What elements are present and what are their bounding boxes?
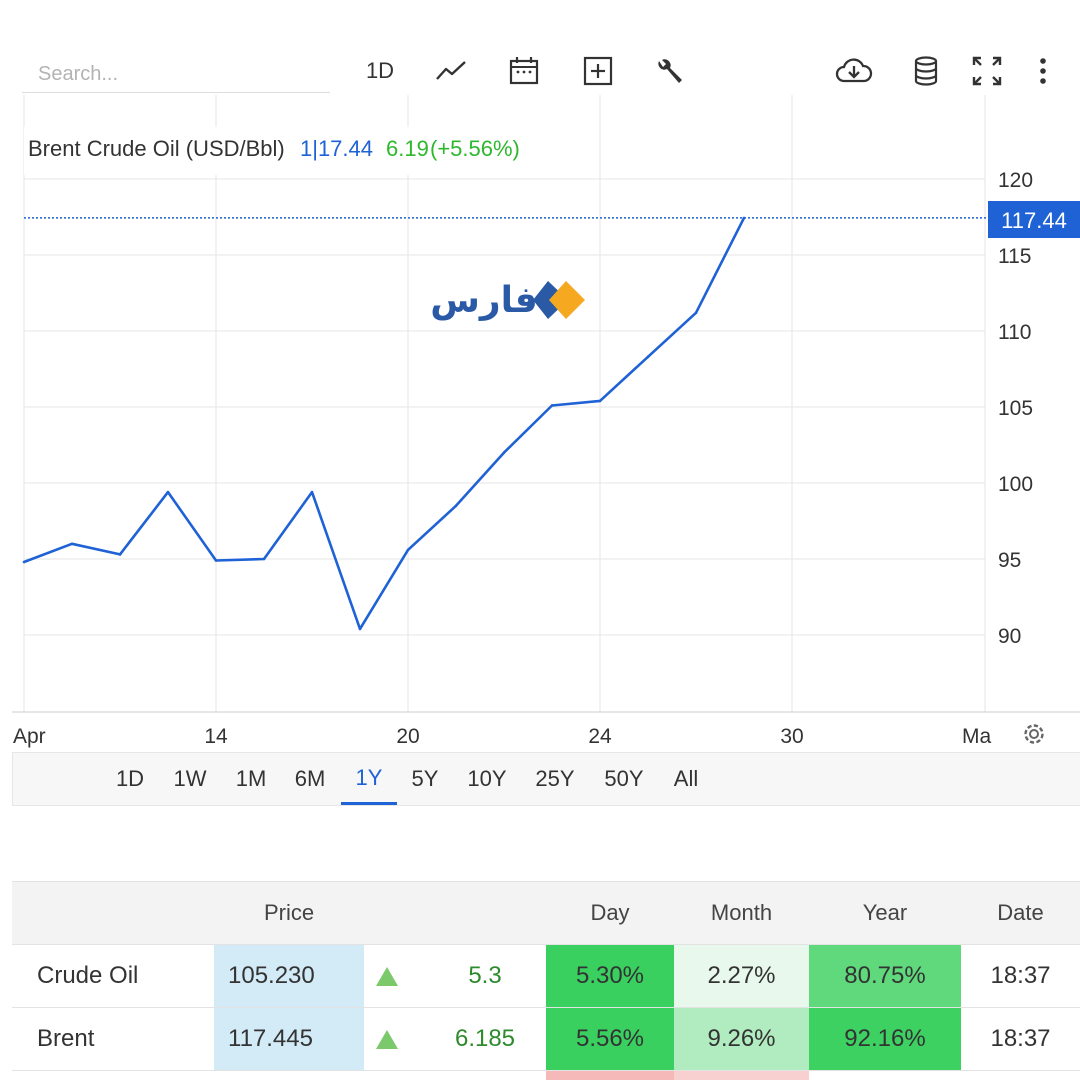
- col-price: Price: [214, 881, 364, 945]
- range-tab-50y[interactable]: 50Y: [604, 766, 644, 791]
- partial-row-cell: [546, 1071, 674, 1080]
- table-row[interactable]: Brent 117.445 6.185 5.56% 9.26% 92.16% 18:37: [12, 1007, 1080, 1071]
- data-point[interactable]: [70, 542, 74, 546]
- search-input[interactable]: [22, 56, 330, 92]
- col-change: [424, 881, 546, 945]
- commodities-table: Price Day Month Year Date Crude Oil 105.2…: [12, 881, 1080, 1071]
- change-cell: 5.3: [424, 944, 546, 1008]
- range-tab-6m[interactable]: 6M: [294, 766, 326, 791]
- chart-title: Brent Crude Oil (USD/Bbl): [28, 136, 285, 161]
- change-absolute: 6.19: [386, 136, 429, 161]
- table-row[interactable]: Crude Oil 105.230 5.3 5.30% 2.27% 80.75% 18:37: [12, 944, 1080, 1008]
- interval-label: 1D: [365, 58, 395, 83]
- legend-background: [24, 127, 549, 175]
- fullscreen-icon[interactable]: [968, 52, 1006, 90]
- day-change-cell: 5.56%: [546, 1007, 674, 1071]
- y-tick-label: 120: [998, 169, 1033, 192]
- partial-row-cell: [674, 1071, 809, 1080]
- month-change-cell: 9.26%: [674, 1007, 809, 1071]
- data-point[interactable]: [598, 399, 602, 403]
- x-tick-label: Apr: [13, 725, 46, 748]
- range-tab-all[interactable]: All: [673, 766, 699, 791]
- y-tick-label: 115: [998, 245, 1031, 268]
- x-tick-label: 24: [588, 725, 612, 748]
- instrument-name[interactable]: Crude Oil: [12, 944, 214, 1008]
- search-box[interactable]: [22, 56, 330, 93]
- x-tick-label: Ma: [962, 725, 991, 748]
- price-cell: 117.445: [214, 1007, 364, 1071]
- data-point[interactable]: [454, 504, 458, 508]
- data-point[interactable]: [646, 355, 650, 359]
- price-tag-text: 117.44: [1001, 208, 1067, 233]
- range-tab-1w[interactable]: 1W: [173, 766, 207, 791]
- data-point[interactable]: [262, 557, 266, 561]
- price-cell: 105.230: [214, 944, 364, 1008]
- up-arrow-icon: [364, 1007, 424, 1071]
- y-axis: 90 95 100 105 110 115 120: [998, 169, 1033, 648]
- fars-logo: فارس: [430, 280, 585, 321]
- range-tab-1m[interactable]: 1M: [235, 766, 267, 791]
- col-name: [12, 881, 214, 945]
- data-point[interactable]: [310, 490, 314, 494]
- y-tick-label: 90: [998, 625, 1021, 648]
- x-tick-label: 20: [396, 725, 419, 748]
- wrench-icon[interactable]: [652, 52, 688, 90]
- col-arrow: [364, 881, 424, 945]
- up-arrow-icon: [364, 944, 424, 1008]
- instrument-name[interactable]: Brent: [12, 1007, 214, 1071]
- settings-gear-icon[interactable]: [1024, 724, 1044, 744]
- more-vertical-icon[interactable]: [1028, 52, 1058, 90]
- cloud-download-icon[interactable]: [834, 52, 874, 90]
- interval-button[interactable]: 1D: [360, 52, 400, 90]
- year-change-cell: 80.75%: [809, 944, 961, 1008]
- data-point[interactable]: [214, 559, 218, 562]
- col-year: Year: [809, 881, 961, 945]
- col-day: Day: [546, 881, 674, 945]
- range-tab-10y[interactable]: 10Y: [467, 766, 507, 791]
- price-tag: [988, 201, 1080, 238]
- y-tick-label: 100: [998, 473, 1033, 496]
- data-point[interactable]: [118, 553, 122, 556]
- change-percent: (+5.56%): [430, 136, 520, 161]
- fars-logo-text: فارس: [430, 280, 538, 321]
- data-point[interactable]: [166, 490, 170, 494]
- line-chart-icon[interactable]: [432, 52, 470, 90]
- time-cell: 18:37: [961, 1007, 1080, 1071]
- price-chart[interactable]: 90 95 100 105 110 115 120 Apr 14 20 24 30 Ma 117.44…: [0, 95, 1080, 750]
- x-axis: Apr 14 20 24 30 Ma: [13, 725, 991, 748]
- y-tick-label: 95: [998, 549, 1021, 572]
- x-tick-label: 30: [780, 725, 803, 748]
- add-indicator-icon[interactable]: [580, 52, 616, 90]
- range-tab-1y[interactable]: 1Y: [341, 753, 397, 805]
- data-point[interactable]: [358, 627, 362, 631]
- data-point[interactable]: [406, 548, 410, 552]
- col-date: Date: [961, 881, 1080, 945]
- year-change-cell: 92.16%: [809, 1007, 961, 1071]
- data-point[interactable]: [742, 216, 746, 220]
- series-line-brent: [23, 217, 746, 631]
- col-month: Month: [674, 881, 809, 945]
- database-icon[interactable]: [908, 52, 944, 90]
- data-point[interactable]: [550, 404, 554, 407]
- data-point[interactable]: [502, 451, 506, 454]
- range-tab-5y[interactable]: 5Y: [411, 766, 439, 791]
- range-tab-25y[interactable]: 25Y: [535, 766, 575, 791]
- month-change-cell: 2.27%: [674, 944, 809, 1008]
- change-cell: 6.185: [424, 1007, 546, 1071]
- range-tab-1d[interactable]: 1D: [115, 766, 145, 791]
- calendar-icon[interactable]: [506, 52, 542, 90]
- table-header-row: Price Day Month Year Date: [12, 881, 1080, 945]
- data-point[interactable]: [694, 311, 698, 315]
- y-tick-label: 105: [998, 397, 1033, 420]
- data-point[interactable]: [22, 560, 26, 564]
- current-value: 1|17.44: [300, 136, 373, 161]
- chart-grid: [12, 95, 1080, 713]
- y-tick-label: 110: [998, 321, 1031, 344]
- x-tick-label: 14: [204, 725, 228, 748]
- time-cell: 18:37: [961, 944, 1080, 1008]
- range-selector: 1D 1W 1M 6M 1Y 5Y 10Y 25Y 50Y All: [12, 752, 1080, 806]
- day-change-cell: 5.30%: [546, 944, 674, 1008]
